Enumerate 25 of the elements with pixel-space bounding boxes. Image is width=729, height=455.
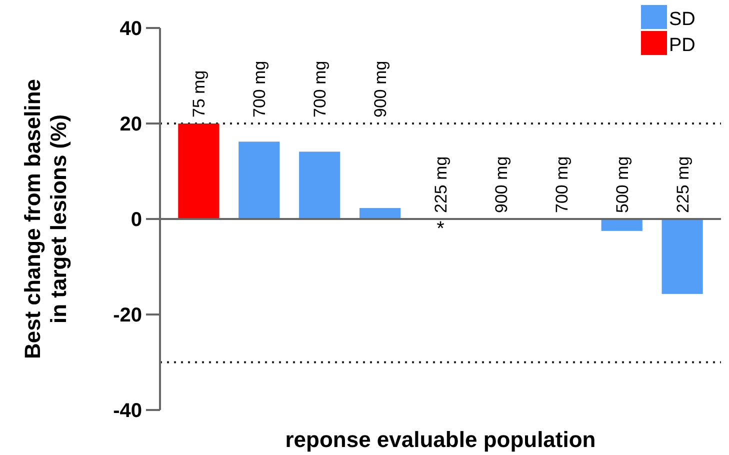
bar [238,142,280,219]
x-tick-label: 900 mg [371,60,390,118]
y-tick-label: 0 [130,209,142,231]
x-tick-label: 900 mg [492,156,511,213]
annotation: * [436,218,445,240]
x-tick-label: 75 mg [190,70,209,118]
legend-label: PD [669,35,696,56]
x-tick-label: 700 mg [310,60,330,118]
bar [601,219,642,231]
legend-label: SD [669,9,696,30]
x-tick-label: 225 mg [432,156,450,213]
x-axis-title: reponse evaluable population [285,427,596,452]
y-tick-label: -20 [113,304,142,326]
y-tick-label: -40 [113,400,142,422]
x-tick-label: 700 mg [552,156,572,213]
bar [178,124,220,219]
bar [662,219,703,294]
y-axis-title: Best change from baseline in target lesions (%) [20,79,71,359]
x-tick-label: 225 mg [673,156,692,213]
y-tick-label: 20 [120,114,142,136]
bar [299,152,340,219]
x-tick-label: 500 mg [612,156,632,213]
y-tick-label: 40 [120,18,142,40]
bar [359,208,401,219]
x-tick-label: 700 mg [250,60,270,118]
